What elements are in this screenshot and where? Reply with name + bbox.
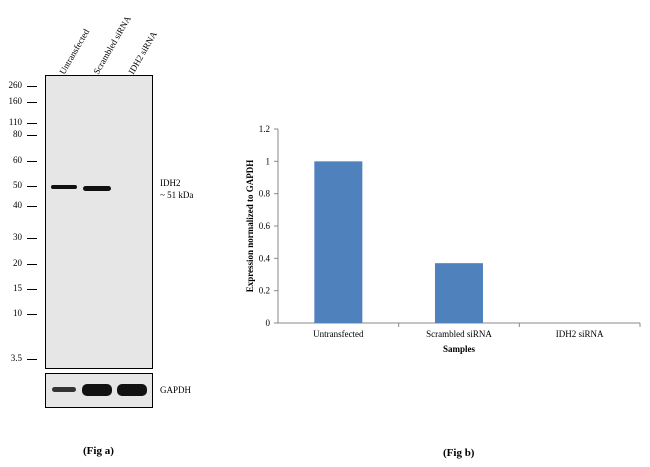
mw-tick-40	[27, 206, 37, 207]
y-tick-label: 0	[266, 318, 271, 328]
band-gapdh-untransfected	[52, 387, 76, 392]
mw-label-110: 110	[8, 117, 22, 127]
band-idh2-untransfected	[51, 185, 77, 189]
mw-tick-50	[27, 186, 37, 187]
loading-control-label: GAPDH	[160, 385, 192, 395]
band-idh2-scrambled	[83, 186, 111, 191]
mw-label-20: 20	[13, 258, 22, 268]
mw-label-160: 160	[8, 96, 23, 106]
mw-label-50: 50	[13, 180, 22, 190]
mw-tick-20	[27, 264, 37, 265]
mw-tick-80	[27, 135, 37, 136]
blot-main-panel	[45, 75, 153, 369]
blot-gapdh-panel	[45, 373, 153, 408]
y-tick-label: 1.2	[259, 124, 270, 134]
target-label: IDH2	[160, 178, 181, 188]
band-gapdh-idh2-sirna	[117, 384, 147, 396]
mw-tick-60	[27, 161, 37, 162]
fig-a-caption: (Fig a)	[83, 445, 114, 457]
mw-tick-160	[27, 102, 37, 103]
mw-label-260: 260	[8, 80, 23, 90]
x-tick-label: IDH2 siRNA	[556, 329, 604, 339]
mw-tick-30	[27, 238, 37, 239]
mw-tick-110	[27, 123, 37, 124]
y-tick-label: 0.4	[259, 253, 271, 263]
y-tick-label: 0.8	[259, 189, 271, 199]
mw-label-15: 15	[13, 283, 22, 293]
band-gapdh-scrambled	[82, 384, 112, 396]
bar	[314, 161, 363, 323]
target-size-label: ~ 51 kDa	[160, 190, 194, 200]
x-tick-label: Untransfected	[313, 329, 364, 339]
mw-label-80: 80	[13, 129, 22, 139]
mw-label-60: 60	[13, 155, 22, 165]
y-tick-label: 0.2	[259, 286, 270, 296]
mw-tick-3-5	[27, 359, 37, 360]
mw-label-30: 30	[13, 232, 22, 242]
y-axis-title: Expression normalized to GAPDH	[245, 160, 255, 293]
fig-b-caption: (Fig b)	[443, 447, 475, 459]
mw-tick-15	[27, 289, 37, 290]
bar	[435, 263, 483, 323]
x-tick-label: Scrambled siRNA	[426, 329, 492, 339]
mw-tick-10	[27, 314, 37, 315]
y-tick-label: 1	[266, 156, 271, 166]
mw-label-40: 40	[13, 200, 22, 210]
mw-label-3-5: 3.5	[10, 353, 22, 363]
y-tick-label: 0.6	[259, 221, 271, 231]
mw-tick-260	[27, 86, 37, 87]
mw-label-10: 10	[13, 308, 22, 318]
x-axis-title: Samples	[443, 344, 476, 354]
